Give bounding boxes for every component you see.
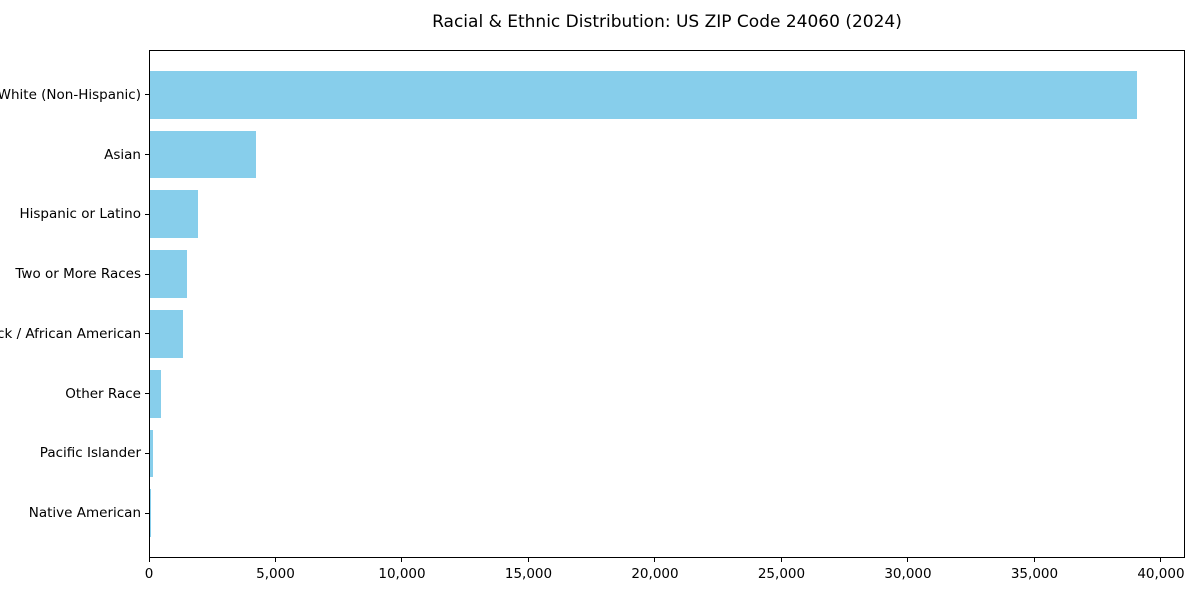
y-tick-mark (145, 452, 149, 454)
bar-white-non-hispanic (150, 70, 1137, 119)
x-tick-label-0: 0 (144, 566, 154, 582)
x-tick-mark (1033, 558, 1035, 562)
x-tick-label-35-000: 35,000 (1010, 566, 1059, 582)
chart-title: Racial & Ethnic Distribution: US ZIP Cod… (432, 12, 902, 32)
y-tick-mark (145, 154, 149, 156)
bar-two-or-more-races (150, 250, 187, 298)
x-tick-label-40-000: 40,000 (1137, 566, 1185, 582)
x-tick-mark (654, 558, 656, 562)
y-tick-label-hispanic-or-latino: Hispanic or Latino (19, 206, 141, 223)
y-tick-mark (145, 512, 149, 514)
y-tick-mark (145, 393, 149, 395)
bar-hispanic-or-latino (150, 190, 199, 239)
y-tick-mark (145, 333, 149, 335)
x-tick-label-10-000: 10,000 (378, 566, 426, 582)
bar-native-american (150, 489, 151, 538)
y-tick-mark (145, 94, 149, 96)
x-tick-mark (401, 558, 403, 562)
x-tick-mark (148, 558, 150, 562)
y-tick-label-black-african-american: Black / African American (0, 325, 141, 342)
x-tick-label-15-000: 15,000 (504, 566, 553, 582)
x-tick-label-30-000: 30,000 (884, 566, 932, 582)
x-tick-mark (780, 558, 782, 562)
y-tick-mark (145, 273, 149, 275)
plot-area (149, 50, 1185, 558)
bar-black-african-american (150, 309, 183, 358)
y-tick-label-other-race: Other Race (65, 385, 141, 402)
x-tick-label-5-000: 5,000 (256, 566, 295, 582)
x-tick-mark (274, 558, 276, 562)
x-tick-label-25-000: 25,000 (757, 566, 806, 582)
y-tick-label-pacific-islander: Pacific Islander (39, 445, 141, 462)
y-tick-label-two-or-more-races: Two or More Races (15, 266, 141, 283)
y-tick-label-native-american: Native American (28, 505, 141, 522)
x-tick-mark (527, 558, 529, 562)
bar-asian (150, 130, 257, 179)
bar-pacific-islander (150, 429, 154, 478)
y-tick-label-white-non-hispanic: White (Non-Hispanic) (0, 86, 141, 103)
y-tick-mark (145, 213, 149, 215)
bar-other-race (150, 369, 162, 418)
x-tick-mark (907, 558, 909, 562)
x-tick-label-20-000: 20,000 (631, 566, 679, 582)
y-tick-label-asian: Asian (104, 146, 141, 163)
x-tick-mark (1160, 558, 1162, 562)
